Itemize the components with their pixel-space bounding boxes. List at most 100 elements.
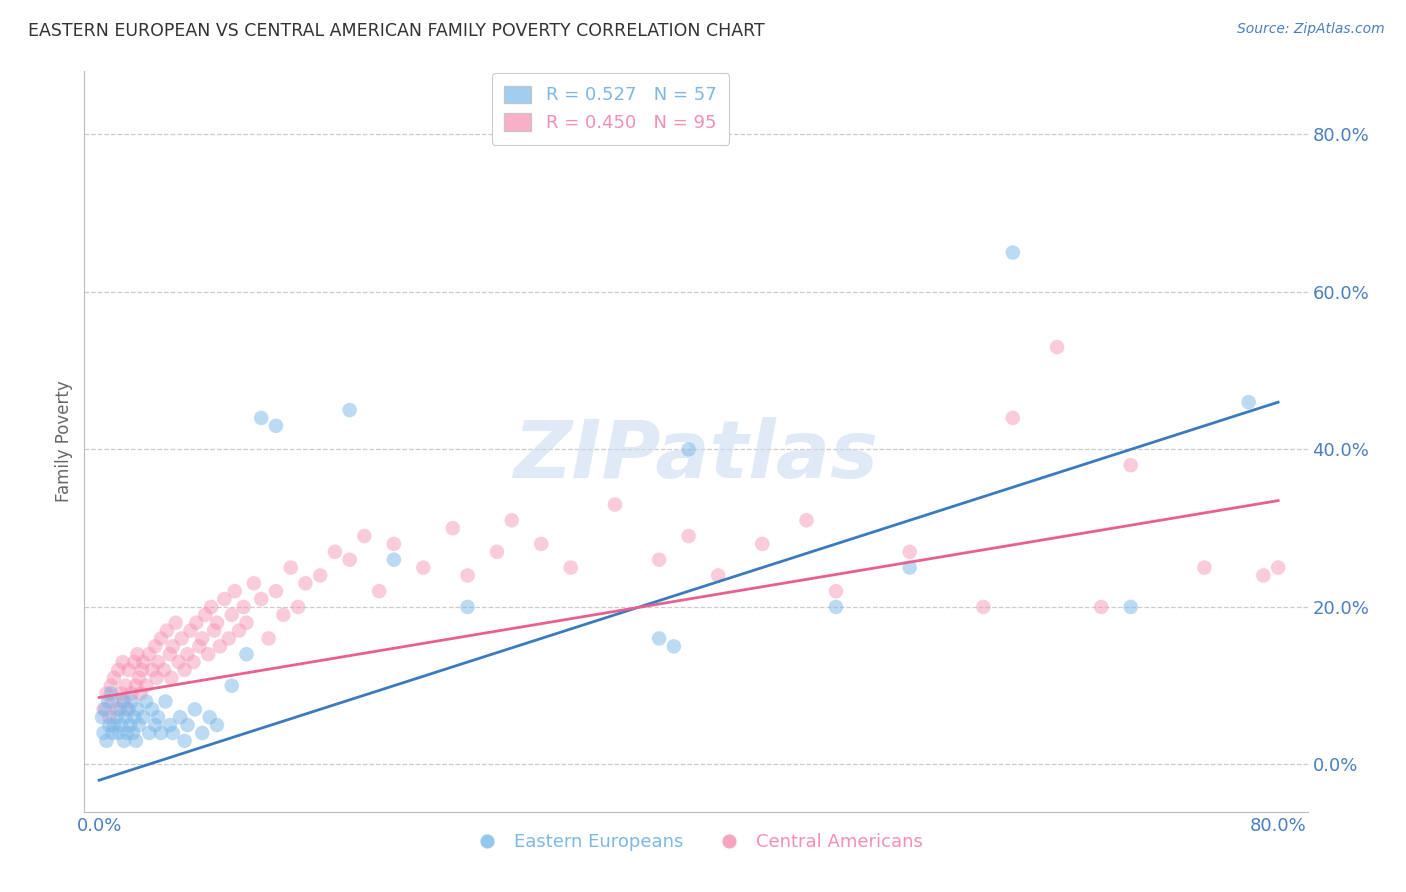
Point bbox=[93, 702, 115, 716]
Point bbox=[412, 560, 434, 574]
Point bbox=[145, 671, 167, 685]
Point bbox=[243, 576, 266, 591]
Point bbox=[121, 694, 143, 708]
Point bbox=[287, 599, 309, 614]
Point bbox=[101, 726, 124, 740]
Y-axis label: Family Poverty: Family Poverty bbox=[55, 381, 73, 502]
Point bbox=[112, 734, 135, 748]
Point bbox=[202, 624, 225, 638]
Point bbox=[751, 537, 773, 551]
Point bbox=[218, 632, 240, 646]
Legend: Eastern Europeans, Central Americans: Eastern Europeans, Central Americans bbox=[463, 826, 929, 858]
Point bbox=[707, 568, 730, 582]
Point bbox=[323, 545, 346, 559]
Point bbox=[1001, 245, 1024, 260]
Point bbox=[530, 537, 553, 551]
Point bbox=[107, 663, 129, 677]
Point bbox=[170, 632, 193, 646]
Point bbox=[124, 710, 146, 724]
Point bbox=[117, 702, 139, 716]
Point bbox=[257, 632, 280, 646]
Point bbox=[898, 560, 921, 574]
Point bbox=[173, 734, 195, 748]
Point bbox=[153, 663, 176, 677]
Point bbox=[167, 655, 190, 669]
Point bbox=[1237, 395, 1260, 409]
Point bbox=[108, 702, 131, 716]
Point bbox=[678, 442, 700, 457]
Point bbox=[280, 560, 302, 574]
Point bbox=[129, 687, 152, 701]
Point bbox=[143, 718, 166, 732]
Point bbox=[155, 694, 177, 708]
Point bbox=[169, 710, 191, 724]
Point bbox=[501, 513, 523, 527]
Point bbox=[191, 726, 214, 740]
Point bbox=[796, 513, 818, 527]
Point bbox=[150, 632, 173, 646]
Point bbox=[98, 718, 121, 732]
Point bbox=[214, 592, 236, 607]
Point bbox=[125, 734, 148, 748]
Point bbox=[250, 592, 273, 607]
Point bbox=[124, 655, 146, 669]
Point bbox=[457, 568, 479, 582]
Point bbox=[1194, 560, 1216, 574]
Point bbox=[141, 663, 163, 677]
Point bbox=[128, 718, 150, 732]
Point bbox=[103, 671, 125, 685]
Point bbox=[603, 498, 626, 512]
Point bbox=[93, 726, 115, 740]
Point bbox=[205, 718, 228, 732]
Point bbox=[156, 624, 179, 638]
Point bbox=[125, 679, 148, 693]
Point bbox=[138, 726, 160, 740]
Point bbox=[91, 710, 114, 724]
Point bbox=[194, 607, 217, 622]
Point bbox=[135, 679, 157, 693]
Point bbox=[368, 584, 391, 599]
Point bbox=[441, 521, 464, 535]
Point bbox=[250, 411, 273, 425]
Point bbox=[208, 640, 231, 654]
Point bbox=[128, 671, 150, 685]
Point bbox=[114, 679, 136, 693]
Point bbox=[127, 702, 149, 716]
Point bbox=[105, 702, 128, 716]
Point bbox=[235, 647, 257, 661]
Point bbox=[162, 640, 184, 654]
Point bbox=[115, 726, 138, 740]
Point bbox=[1119, 599, 1142, 614]
Point bbox=[131, 663, 153, 677]
Point bbox=[173, 663, 195, 677]
Point bbox=[117, 663, 139, 677]
Point bbox=[159, 718, 181, 732]
Text: EASTERN EUROPEAN VS CENTRAL AMERICAN FAMILY POVERTY CORRELATION CHART: EASTERN EUROPEAN VS CENTRAL AMERICAN FAM… bbox=[28, 22, 765, 40]
Point bbox=[115, 702, 138, 716]
Point bbox=[107, 726, 129, 740]
Point bbox=[1001, 411, 1024, 425]
Point bbox=[264, 584, 287, 599]
Point bbox=[100, 679, 122, 693]
Point bbox=[135, 694, 157, 708]
Point bbox=[122, 726, 145, 740]
Point bbox=[1253, 568, 1275, 582]
Point bbox=[221, 607, 243, 622]
Point bbox=[898, 545, 921, 559]
Point bbox=[353, 529, 375, 543]
Point bbox=[176, 647, 198, 661]
Point bbox=[111, 694, 134, 708]
Point bbox=[100, 687, 122, 701]
Point bbox=[382, 537, 405, 551]
Point bbox=[103, 718, 125, 732]
Point bbox=[118, 718, 141, 732]
Point bbox=[235, 615, 257, 630]
Point bbox=[197, 647, 219, 661]
Point bbox=[1119, 458, 1142, 472]
Point bbox=[111, 655, 134, 669]
Point bbox=[972, 599, 994, 614]
Point bbox=[132, 710, 155, 724]
Point bbox=[200, 599, 222, 614]
Point bbox=[309, 568, 332, 582]
Point bbox=[105, 710, 128, 724]
